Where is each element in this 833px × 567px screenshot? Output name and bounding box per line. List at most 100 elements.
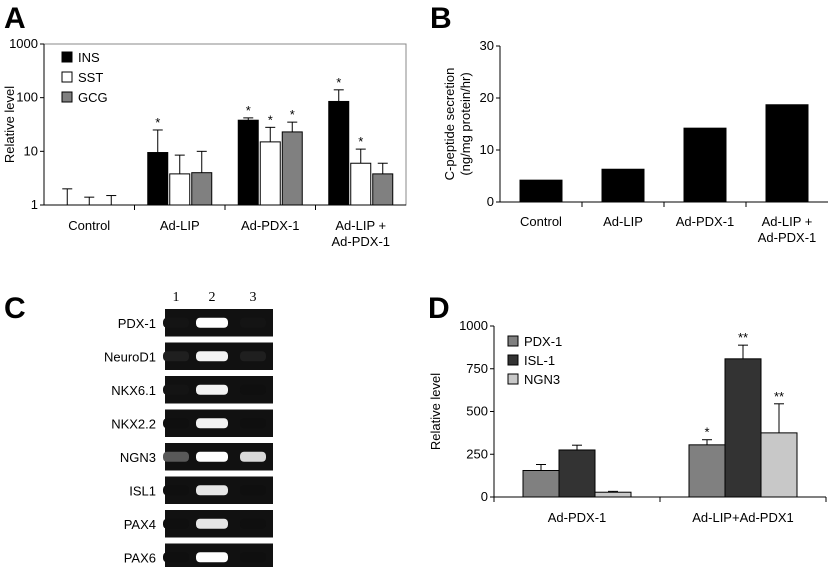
- gel-band: [163, 418, 189, 429]
- panel-letter-a: A: [4, 2, 26, 35]
- bar-d-ngn3: [594, 491, 632, 498]
- panel-letter-b: B: [430, 2, 452, 35]
- y-tick-label-b: 10: [480, 142, 494, 157]
- sig-marker-a: *: [290, 107, 295, 122]
- y-tick-label-d: 500: [466, 404, 488, 419]
- bar-a-sst: [169, 173, 191, 206]
- gel-band: [196, 451, 228, 462]
- gel-band: [240, 351, 266, 362]
- sig-marker-a: *: [336, 75, 341, 90]
- gel-band: [163, 552, 189, 563]
- y-axis-label-a: Relative level: [2, 86, 17, 163]
- x-tick-label-a-line-0: Ad-LIP +: [335, 218, 386, 233]
- y-tick-label-b: 20: [480, 90, 494, 105]
- bar-a-gcg: [281, 131, 303, 206]
- sig-marker-d: *: [704, 425, 709, 440]
- gene-label: PAX4: [124, 517, 156, 532]
- gene-label: ISL1: [129, 483, 156, 498]
- legend-label-a: SST: [78, 70, 103, 85]
- gel-band: [163, 317, 189, 328]
- bar-d-ngn3: [760, 432, 798, 498]
- bar-a-ins: [147, 152, 169, 206]
- legend-swatch-d: [507, 354, 519, 366]
- x-tick-label-b-line-0: Ad-PDX-1: [676, 214, 735, 229]
- lane-number: 2: [209, 290, 216, 305]
- gel-band: [163, 485, 189, 496]
- sig-marker-b: *: [702, 178, 707, 193]
- bar-a-ins: [328, 100, 350, 206]
- legend-swatch-a: [61, 91, 73, 103]
- gel-band: [163, 518, 189, 529]
- legend-label-d: NGN3: [524, 372, 560, 387]
- gel-band: [240, 485, 266, 496]
- bar-a-sst: [350, 162, 372, 206]
- y-axis-label-d: Relative level: [428, 373, 443, 450]
- y-tick-label-a: 10: [24, 143, 38, 158]
- gel-band: [196, 384, 228, 395]
- gel-band: [196, 351, 228, 362]
- gel-band: [163, 384, 189, 395]
- sig-marker-a: *: [246, 103, 251, 118]
- y-tick-label-a: 100: [16, 90, 38, 105]
- legend-label-a: GCG: [78, 90, 108, 105]
- gene-label: PAX6: [124, 550, 156, 565]
- legend-swatch-a: [61, 71, 73, 83]
- gel-band: [196, 552, 228, 563]
- chart-b: 0 10 20 30 C-peptide secretion (ng/mg protein…: [442, 38, 828, 245]
- bar-a-sst: [259, 141, 281, 206]
- x-tick-label-b-line-0: Ad-LIP +: [762, 214, 813, 229]
- gene-label: NKX6.1: [111, 383, 156, 398]
- legend-swatch-d: [507, 335, 519, 347]
- chart-a: 1 10 100 1000 Relative level Control Ad-LIP * Ad…: [2, 36, 407, 249]
- sig-marker-a: *: [358, 134, 363, 149]
- x-tick-label-b-line-0: Ad-LIP: [603, 214, 643, 229]
- gel-band: [240, 384, 266, 395]
- gene-label: PDX-1: [118, 316, 156, 331]
- x-tick-label-a-line-0: Control: [68, 218, 110, 233]
- bar-a-gcg: [372, 173, 394, 206]
- lane-number: 1: [173, 290, 180, 305]
- legend-label-d: PDX-1: [524, 334, 562, 349]
- legend-label-a: INS: [78, 50, 100, 65]
- gel-band: [240, 552, 266, 563]
- bar-a-ins: [237, 119, 259, 206]
- y-tick-label-a: 1000: [9, 36, 38, 51]
- panel-letter-c: C: [4, 292, 26, 325]
- panel-letter-d: D: [428, 292, 450, 325]
- gene-label: NGN3: [120, 450, 156, 465]
- gene-label: NKX2.2: [111, 416, 156, 431]
- y-tick-label-a: 1: [31, 197, 38, 212]
- y-tick-label-d: 1000: [459, 318, 488, 333]
- gene-label: NeuroD1: [104, 349, 156, 364]
- gel-band: [163, 351, 189, 362]
- chart-d: 0 250 500 750 1000 Relative level Ad-PDX-1 Ad-L…: [428, 318, 827, 525]
- bar-d-pdx-1: [688, 444, 726, 498]
- sig-marker-d: **: [774, 389, 784, 404]
- bar-a-gcg: [191, 172, 213, 206]
- gel-band: [196, 485, 228, 496]
- gel-panel: 1 2 3 PDX-1 NeuroD1 NKX6.1 NKX2.2 NGN3 ISL1 PAX4 P…: [104, 290, 273, 567]
- x-tick-label-d-line-0: Ad-LIP+Ad-PDX1: [692, 510, 794, 525]
- gel-band: [240, 418, 266, 429]
- gel-band: [163, 451, 189, 462]
- sig-marker-d: **: [738, 330, 748, 345]
- y-tick-label-d: 750: [466, 361, 488, 376]
- y-tick-label-d: 250: [466, 446, 488, 461]
- y-tick-label-d: 0: [481, 489, 488, 504]
- gel-band: [196, 317, 228, 328]
- y-axis-label-b-2: (ng/mg protein/hr): [458, 72, 473, 175]
- bar-d-isl-1: [558, 449, 596, 498]
- x-tick-label-b-line-0: Control: [520, 214, 562, 229]
- sig-marker-b: *: [784, 159, 789, 174]
- bar-d-pdx-1: [522, 469, 560, 498]
- y-axis-label-b: C-peptide secretion: [442, 68, 457, 181]
- sig-marker-a: *: [155, 115, 160, 130]
- y-tick-label-b: 30: [480, 38, 494, 53]
- y-tick-label-b: 0: [487, 194, 494, 209]
- gel-band: [196, 518, 228, 529]
- gel-band: [240, 317, 266, 328]
- bar-d-isl-1: [724, 358, 762, 498]
- x-tick-label-a-line-0: Ad-LIP: [160, 218, 200, 233]
- gel-band: [240, 518, 266, 529]
